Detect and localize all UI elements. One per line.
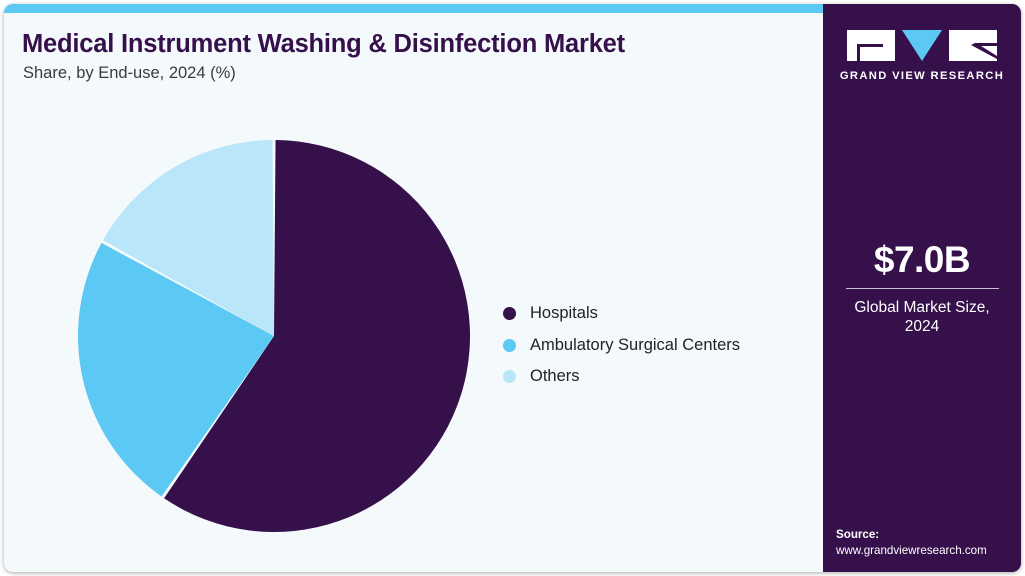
source-label: Source: (836, 528, 880, 542)
pie-chart-svg (78, 140, 470, 532)
page-subtitle: Share, by End-use, 2024 (%) (23, 64, 236, 82)
chart-main-panel: Medical Instrument Washing & Disinfectio… (4, 13, 823, 572)
source-url[interactable]: www.grandviewresearch.com (836, 544, 987, 558)
legend-label-hospitals: Hospitals (530, 304, 598, 323)
top-accent-bar (4, 4, 823, 13)
legend-label-others: Others (530, 367, 580, 386)
legend-item-others[interactable]: Others (503, 361, 803, 393)
legend-label-ambulatory-surgical-centers: Ambulatory Surgical Centers (530, 335, 741, 354)
brand-wordmark: GRAND VIEW RESEARCH (839, 70, 1005, 82)
chart-card: Medical Instrument Washing & Disinfectio… (4, 4, 1021, 572)
market-size-stat: $7.0B Global Market Size, 2024 (823, 239, 1021, 337)
source-block: Source: www.grandviewresearch.com (836, 527, 1021, 559)
chart-legend: Hospitals Ambulatory Surgical Centers Ot… (503, 298, 803, 393)
pie-slice[interactable] (78, 242, 275, 497)
pie-chart (78, 140, 470, 532)
market-size-value: $7.0B (873, 239, 971, 280)
brand-logo: GRAND VIEW RESEARCH (823, 30, 1021, 82)
legend-item-hospitals[interactable]: Hospitals (503, 298, 803, 330)
gvr-logo-icon (847, 30, 997, 61)
page-title: Medical Instrument Washing & Disinfectio… (22, 30, 625, 58)
market-size-caption: Global Market Size, 2024 (854, 298, 990, 336)
legend-item-ambulatory-surgical-centers[interactable]: Ambulatory Surgical Centers (503, 330, 803, 362)
legend-swatch-ambulatory-surgical-centers (503, 338, 516, 352)
legend-swatch-hospitals (503, 307, 516, 321)
pie-slice[interactable] (164, 140, 470, 532)
pie-slice[interactable] (102, 140, 275, 336)
legend-swatch-others (503, 370, 516, 384)
pie-slice-group (78, 140, 470, 532)
brand-sidebar: GRAND VIEW RESEARCH $7.0B Global Market … (823, 4, 1021, 572)
stat-divider (845, 287, 999, 289)
